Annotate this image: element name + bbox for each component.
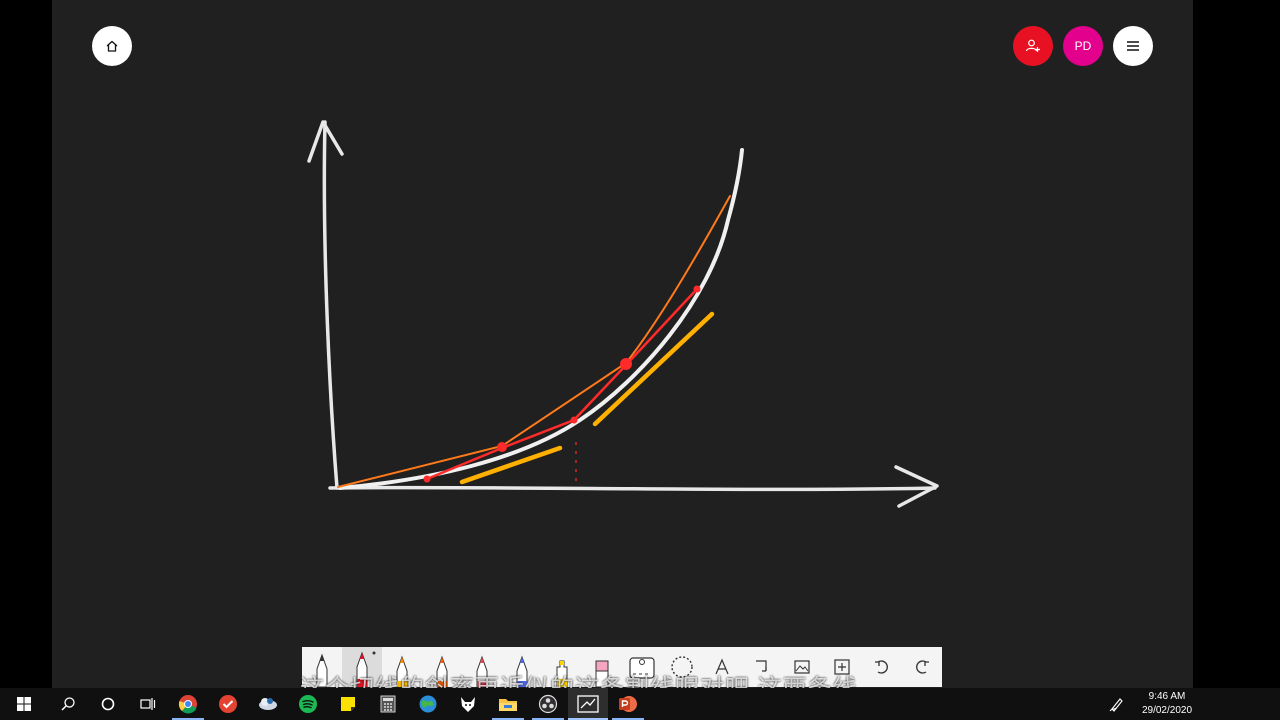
system-clock[interactable]: 9:46 AM 29/02/2020 <box>1132 690 1202 718</box>
taskbar-powerpoint[interactable] <box>608 688 648 720</box>
y-axis-arrowhead <box>307 120 344 163</box>
search-button[interactable] <box>48 688 88 720</box>
orange-pen-2-icon <box>436 655 448 687</box>
text-icon <box>715 658 729 675</box>
tool-shape[interactable] <box>742 647 782 687</box>
obs-icon <box>538 694 558 714</box>
taskbar-sticky-notes[interactable] <box>328 688 368 720</box>
home-icon <box>106 40 118 52</box>
taskbar-file-explorer[interactable] <box>488 688 528 720</box>
point-e <box>693 285 701 293</box>
red-pen-icon <box>356 651 368 687</box>
powerpoint-icon <box>619 696 637 712</box>
globe-app-icon <box>419 695 437 713</box>
shape-icon <box>756 660 767 672</box>
windows-taskbar: 9:46 AM 29/02/2020 <box>0 688 1280 720</box>
blue-pen-icon <box>516 655 528 687</box>
tool-text[interactable] <box>702 647 742 687</box>
x-axis-arrowhead <box>894 465 939 508</box>
taskbar-spotify[interactable] <box>288 688 328 720</box>
tool-red-pen-2[interactable] <box>462 647 502 687</box>
tool-orange-pen[interactable] <box>382 647 422 687</box>
x-axis-stroke <box>328 485 937 492</box>
spotify-icon <box>299 695 317 713</box>
ruler-icon <box>629 657 655 679</box>
add-icon <box>834 659 850 675</box>
taskbar-todo[interactable] <box>208 688 248 720</box>
orange-pen-icon <box>396 655 408 687</box>
tool-image[interactable] <box>782 647 822 687</box>
whiteboard-icon <box>577 695 599 713</box>
cortana-icon <box>101 697 115 711</box>
selected-dot-icon <box>372 651 376 655</box>
start-button[interactable] <box>0 688 48 720</box>
system-tray: 9:46 AM 29/02/2020 <box>1102 688 1280 720</box>
cloud-icon <box>259 698 277 710</box>
tool-blue-pen[interactable] <box>502 647 542 687</box>
taskbar-whiteboard[interactable] <box>568 688 608 720</box>
tangent-lower <box>459 445 563 485</box>
point-d <box>620 358 632 370</box>
tool-yellow-highlighter[interactable] <box>542 647 582 687</box>
folder-icon <box>499 699 517 711</box>
task-view-button[interactable] <box>128 688 168 720</box>
search-icon <box>61 697 75 711</box>
invite-button[interactable] <box>1013 26 1053 66</box>
tool-ballpoint-pen[interactable] <box>302 647 342 687</box>
eraser-icon <box>595 660 609 687</box>
redo-icon <box>916 660 929 674</box>
undo-icon <box>875 660 888 674</box>
curve-stroke <box>338 148 744 490</box>
taskbar-calculator[interactable] <box>368 688 408 720</box>
point-a <box>423 475 431 483</box>
sticky-note-icon <box>341 697 355 711</box>
highlighter-icon <box>556 660 568 687</box>
tool-add[interactable] <box>822 647 862 687</box>
home-button[interactable] <box>92 26 132 66</box>
taskbar-folx[interactable] <box>448 688 488 720</box>
fox-icon <box>461 697 475 712</box>
user-avatar-button[interactable]: PD <box>1063 26 1103 66</box>
avatar-initials: PD <box>1074 39 1092 53</box>
tool-ruler[interactable] <box>622 647 662 687</box>
ballpoint-pen-icon <box>316 653 328 687</box>
add-person-icon <box>1025 39 1040 52</box>
pen-ink-icon <box>1109 698 1123 712</box>
red-pen-2-icon <box>476 655 488 687</box>
taskbar-photos[interactable] <box>408 688 448 720</box>
tangent-upper <box>592 311 715 427</box>
tool-redo[interactable] <box>902 647 942 687</box>
task-view-icon <box>140 698 156 710</box>
point-c <box>570 416 578 424</box>
hamburger-menu-icon <box>1127 41 1139 51</box>
tool-red-pen[interactable] <box>342 647 382 687</box>
chrome-icon <box>178 695 197 714</box>
tool-orange-pen-2[interactable] <box>422 647 462 687</box>
clock-time: 9:46 AM <box>1148 691 1186 702</box>
windows-logo-icon <box>17 697 31 711</box>
menu-button[interactable] <box>1113 26 1153 66</box>
windows-ink-button[interactable] <box>1102 696 1132 712</box>
clock-date: 29/02/2020 <box>1141 705 1193 716</box>
calculator-icon <box>380 695 396 713</box>
y-axis-stroke <box>322 120 339 490</box>
red-secant <box>425 287 699 481</box>
lasso-icon <box>671 656 693 678</box>
tool-lasso[interactable] <box>662 647 702 687</box>
taskbar-onedrive[interactable] <box>248 688 288 720</box>
point-b <box>497 442 507 452</box>
pen-toolbar <box>302 647 942 687</box>
cortana-button[interactable] <box>88 688 128 720</box>
todo-check-icon <box>219 695 237 713</box>
tool-undo[interactable] <box>862 647 902 687</box>
tool-eraser[interactable] <box>582 647 622 687</box>
taskbar-chrome[interactable] <box>168 688 208 720</box>
image-icon <box>794 660 810 674</box>
taskbar-obs[interactable] <box>528 688 568 720</box>
